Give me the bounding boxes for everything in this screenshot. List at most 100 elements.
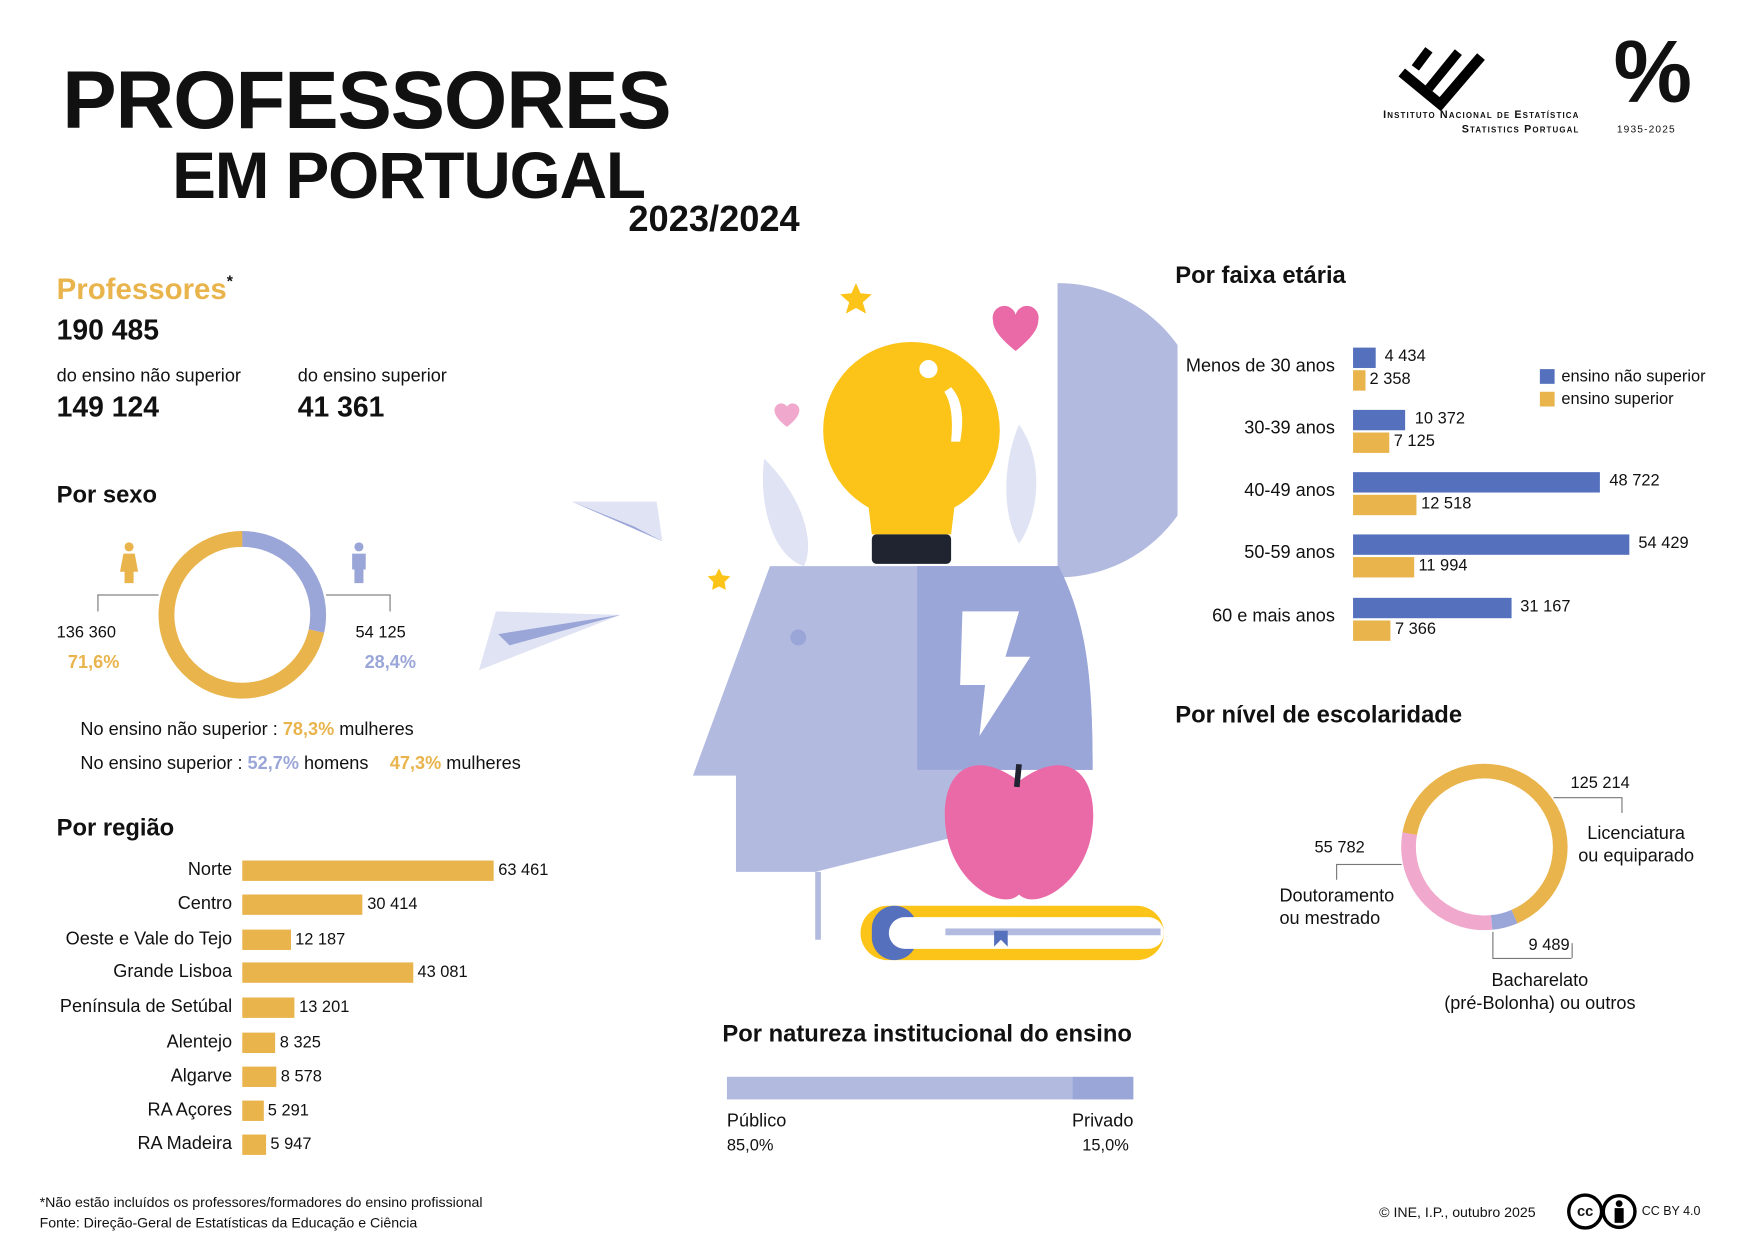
legend-swatch [1539,369,1555,384]
women-pct: 71,6% [67,653,120,673]
value-nonsup: 31 167 [1520,597,1571,616]
bar-nonsup [1353,472,1601,493]
copyright: © INE, I.P., outubro 2025 [1379,1204,1536,1221]
region-bar [242,1032,276,1054]
attribution-icon [1601,1193,1637,1230]
sex-donut [158,531,327,699]
lic-value: 125 214 [1570,774,1630,793]
bach-label: Bacharelato (pré-Bolonha) ou outros [1444,971,1636,1014]
value-sup: 11 994 [1418,557,1468,576]
region-label: Oeste e Vale do Tejo [65,929,233,949]
cc-icon: cc [1567,1193,1604,1230]
region-label: Península de Setúbal [59,997,233,1017]
legend-item-nonsup: ensino não superior [1539,368,1706,386]
region-label: RA Açores [147,1100,233,1120]
apple-icon [944,763,1094,900]
men-count: 54 125 [355,623,406,642]
total-value: 190 485 [56,314,159,347]
region-label: Centro [177,894,233,914]
doc-value: 55 782 [1314,839,1365,858]
slice-doutoramento [1401,763,1568,931]
doc-label: Doutoramento ou mestrado [1279,886,1395,929]
totals-label: Professores* [56,271,233,306]
bach-value: 9 489 [1528,936,1570,955]
region-bar [242,1066,277,1087]
value-nonsup: 48 722 [1609,472,1660,491]
region-value: 8 325 [279,1033,321,1052]
region-bar [242,929,291,950]
subtitle: EM PORTUGAL [172,139,646,213]
value-sup: 12 518 [1421,494,1472,513]
region-value: 63 461 [498,861,549,880]
region-label: Algarve [170,1066,233,1086]
slice-bacharelato [1401,763,1568,931]
region-label: Grande Lisboa [113,962,233,982]
publico-value: 85,0% [726,1136,774,1155]
value-sup: 7 125 [1393,432,1435,451]
nonsup-sex-note: No ensino não superior : 78,3% mulheres [80,720,414,740]
female-icon [120,542,139,584]
ine-sub: Statistics Portugal [1461,123,1580,136]
region-label: RA Madeira [137,1134,233,1154]
bar-nonsup [1353,409,1406,431]
bar-sup [1353,494,1417,516]
region-bar [242,1100,264,1121]
region-value: 30 414 [367,895,418,914]
women-count: 136 360 [56,623,116,642]
slice-licenciatura [1401,763,1568,931]
sup-sex-note: No ensino superior : 52,7% homens 47,3% … [80,754,521,774]
nature-bar [726,1076,1134,1100]
value-sup: 7 366 [1394,620,1437,639]
value-nonsup: 4 434 [1384,347,1426,366]
age-label: 60 e mais anos [1212,606,1335,627]
lightbulb-icon [823,341,1000,519]
region-value: 43 081 [417,963,468,982]
region-bar [242,860,494,881]
star-icon [707,568,731,590]
region-label: Norte [187,860,233,880]
license: CC BY 4.0 [1641,1204,1701,1219]
region-bar [242,1134,266,1155]
legend-swatch [1539,391,1555,407]
donut-slice-men [158,531,327,699]
bar-nonsup [1353,534,1630,555]
heart-icon [992,305,1039,352]
source: Fonte: Direção-Geral de Estatísticas da … [39,1214,418,1231]
value-nonsup: 10 372 [1414,409,1465,428]
sup-label: do ensino superior [297,366,447,387]
region-bar [242,894,363,915]
ine-logo: Instituto Nacional de Estatística Statis… [1302,45,1579,141]
region-value: 5 291 [267,1101,309,1120]
heart-icon [774,403,800,427]
age-heading: Por faixa etária [1175,262,1346,289]
bar-sup [1353,557,1414,578]
nonsup-value: 149 124 [56,391,159,424]
age-label: 30-39 anos [1244,418,1335,439]
education-donut [1401,763,1568,931]
value-nonsup: 54 429 [1638,534,1689,553]
age-label: 40-49 anos [1244,481,1335,501]
book-icon [860,905,1164,961]
sup-value: 41 361 [297,391,385,424]
bar-nonsup [1353,597,1512,619]
value-sup: 2 358 [1369,370,1411,389]
lic-label: Licenciatura ou equiparado [1578,824,1695,867]
bar-publico [726,1076,1073,1100]
star-icon [840,283,872,314]
region-value: 12 187 [295,930,346,949]
education-heading: Por nível de escolaridade [1175,702,1463,729]
anniversary-years: 1935-2025 [1616,123,1676,135]
region-value: 5 947 [270,1135,312,1154]
age-label: Menos de 30 anos [1185,356,1335,376]
nonsup-label: do ensino não superior [56,366,241,387]
bar-privado [1072,1076,1134,1100]
legend-item-sup: ensino superior [1539,391,1674,409]
ine-name: Instituto Nacional de Estatística [1383,108,1580,122]
privado-label: Privado [1071,1111,1134,1132]
ine-logo-mark-icon [1398,47,1485,112]
sex-heading: Por sexo [56,482,158,509]
bar-sup [1353,432,1390,453]
publico-label: Público [726,1111,787,1132]
bar-nonsup [1353,347,1376,368]
